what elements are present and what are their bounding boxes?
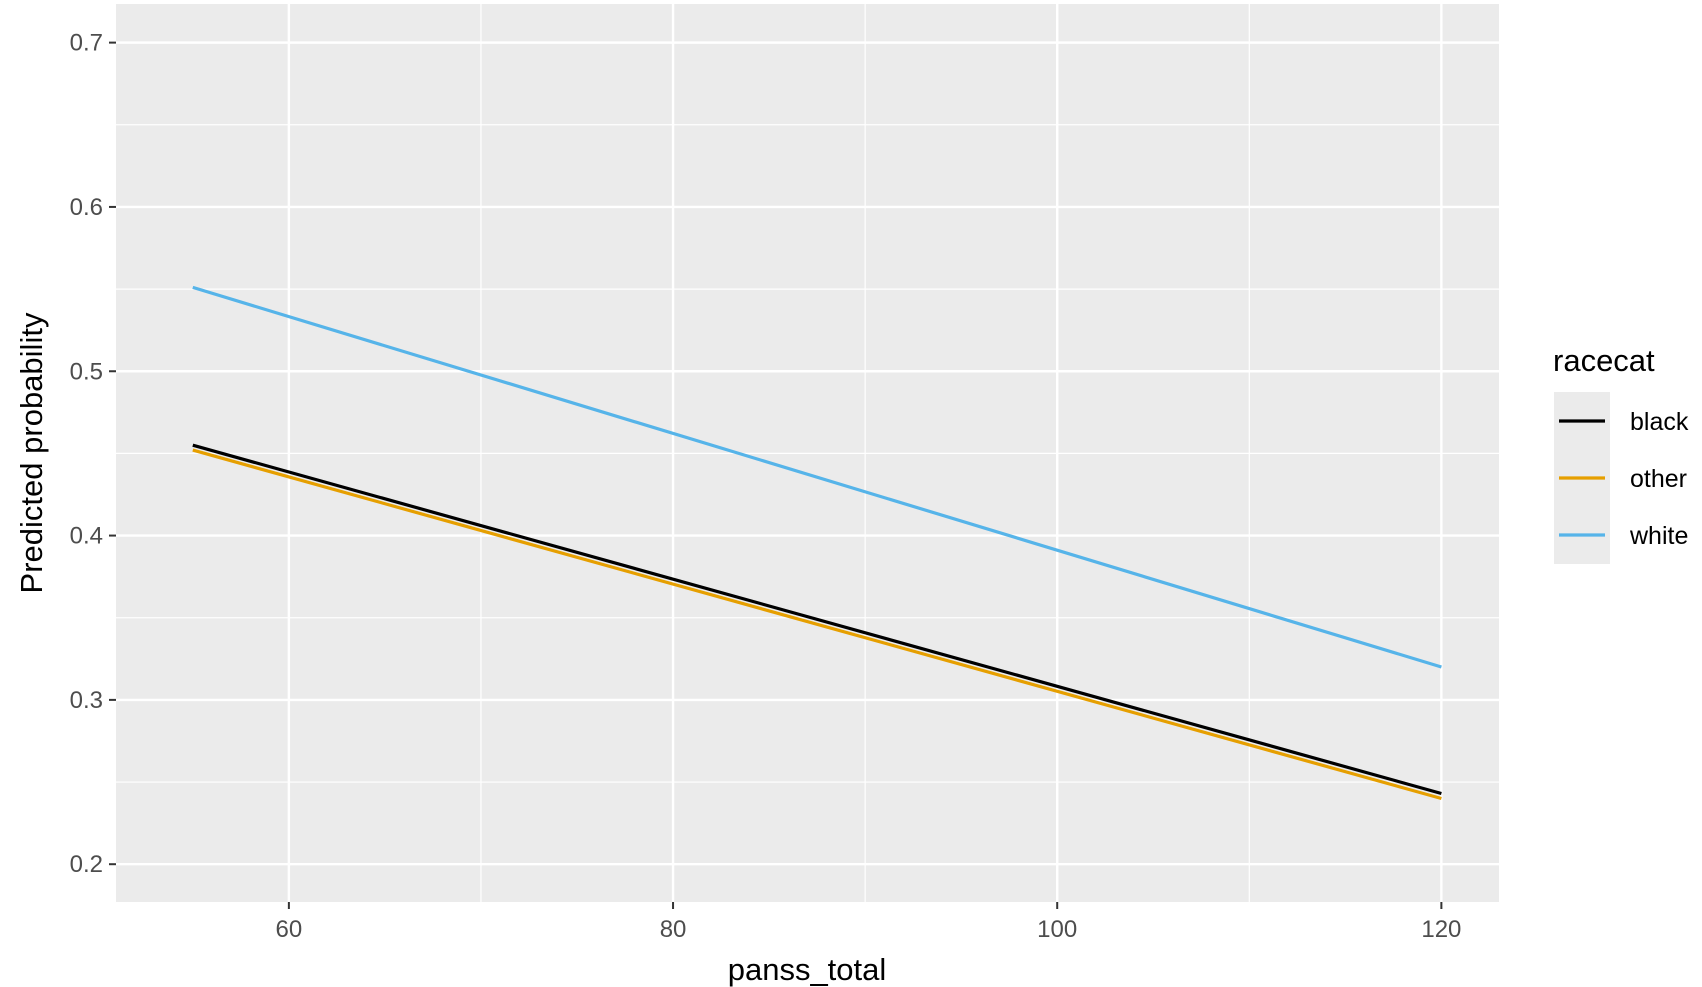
x-axis: 60 80 100 120 [276,902,1461,943]
series-line-other [192,448,1442,801]
legend: racecat black other white [1553,343,1689,564]
y-tick-label: 0.4 [70,523,103,550]
y-tick-label: 0.7 [70,30,103,57]
legend-label-black: black [1630,408,1689,436]
y-axis: 0.2 0.3 0.4 0.5 0.6 0.7 [70,30,116,878]
x-tick-label: 100 [1037,916,1077,943]
legend-items: black other white [1559,408,1689,550]
x-tick-label: 80 [660,916,687,943]
y-tick-label: 0.6 [70,194,103,221]
x-axis-title: panss_total [728,952,887,987]
legend-label-other: other [1630,465,1687,493]
legend-label-white: white [1629,522,1688,550]
y-tick-label: 0.3 [70,687,103,714]
x-tick-label: 120 [1421,916,1461,943]
y-axis-title: Predicted probability [14,312,49,593]
grid-minor [116,4,1499,902]
series-line-white [192,285,1442,669]
series-lines [192,285,1442,801]
y-tick-label: 0.5 [70,358,103,385]
legend-title: racecat [1553,343,1655,378]
y-tick-label: 0.2 [70,851,103,878]
x-tick-label: 60 [276,916,303,943]
grid-major [116,4,1499,902]
series-line-black [192,443,1442,796]
